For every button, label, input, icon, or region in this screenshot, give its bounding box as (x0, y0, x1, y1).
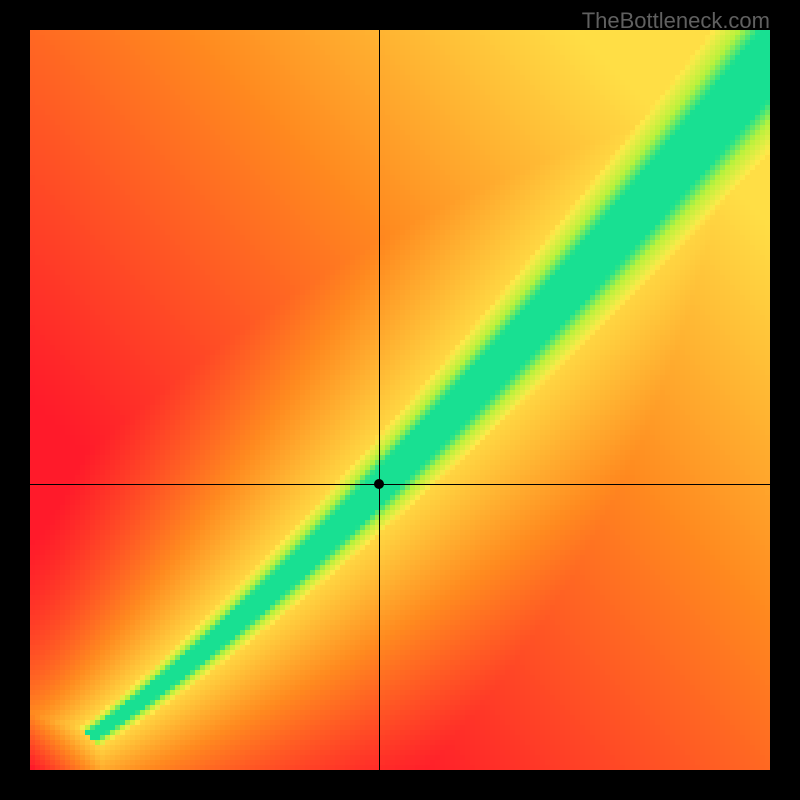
crosshair-point (374, 479, 384, 489)
chart-container: TheBottleneck.com (0, 0, 800, 800)
heatmap-canvas (30, 30, 770, 770)
heatmap-plot (30, 30, 770, 770)
crosshair-horizontal (30, 484, 770, 485)
crosshair-vertical (379, 30, 380, 770)
watermark-text: TheBottleneck.com (582, 8, 770, 34)
